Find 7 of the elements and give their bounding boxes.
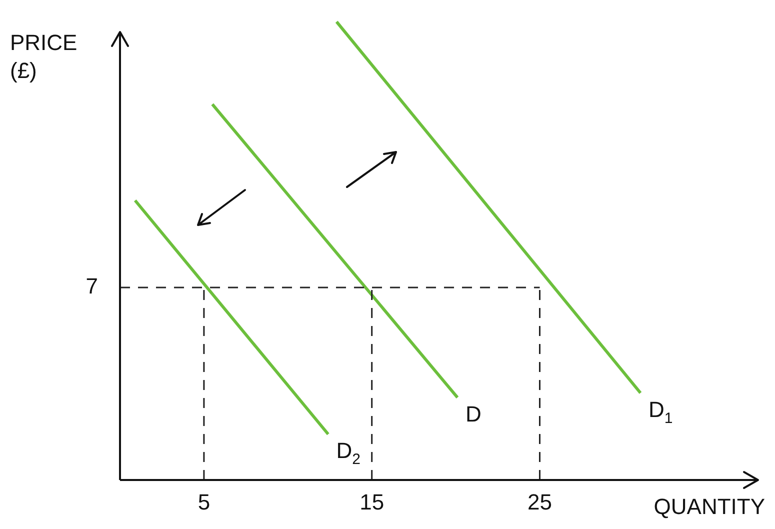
x-tick-label: 15 xyxy=(360,489,384,514)
series-label: D xyxy=(465,402,482,427)
x-axis-title: QUANTITY xyxy=(654,494,766,519)
x-tick-label: 25 xyxy=(527,489,552,514)
x-tick-label: 5 xyxy=(198,489,210,514)
annotation: 7 xyxy=(86,274,98,299)
y-axis-title: PRICE (£) xyxy=(10,30,78,83)
